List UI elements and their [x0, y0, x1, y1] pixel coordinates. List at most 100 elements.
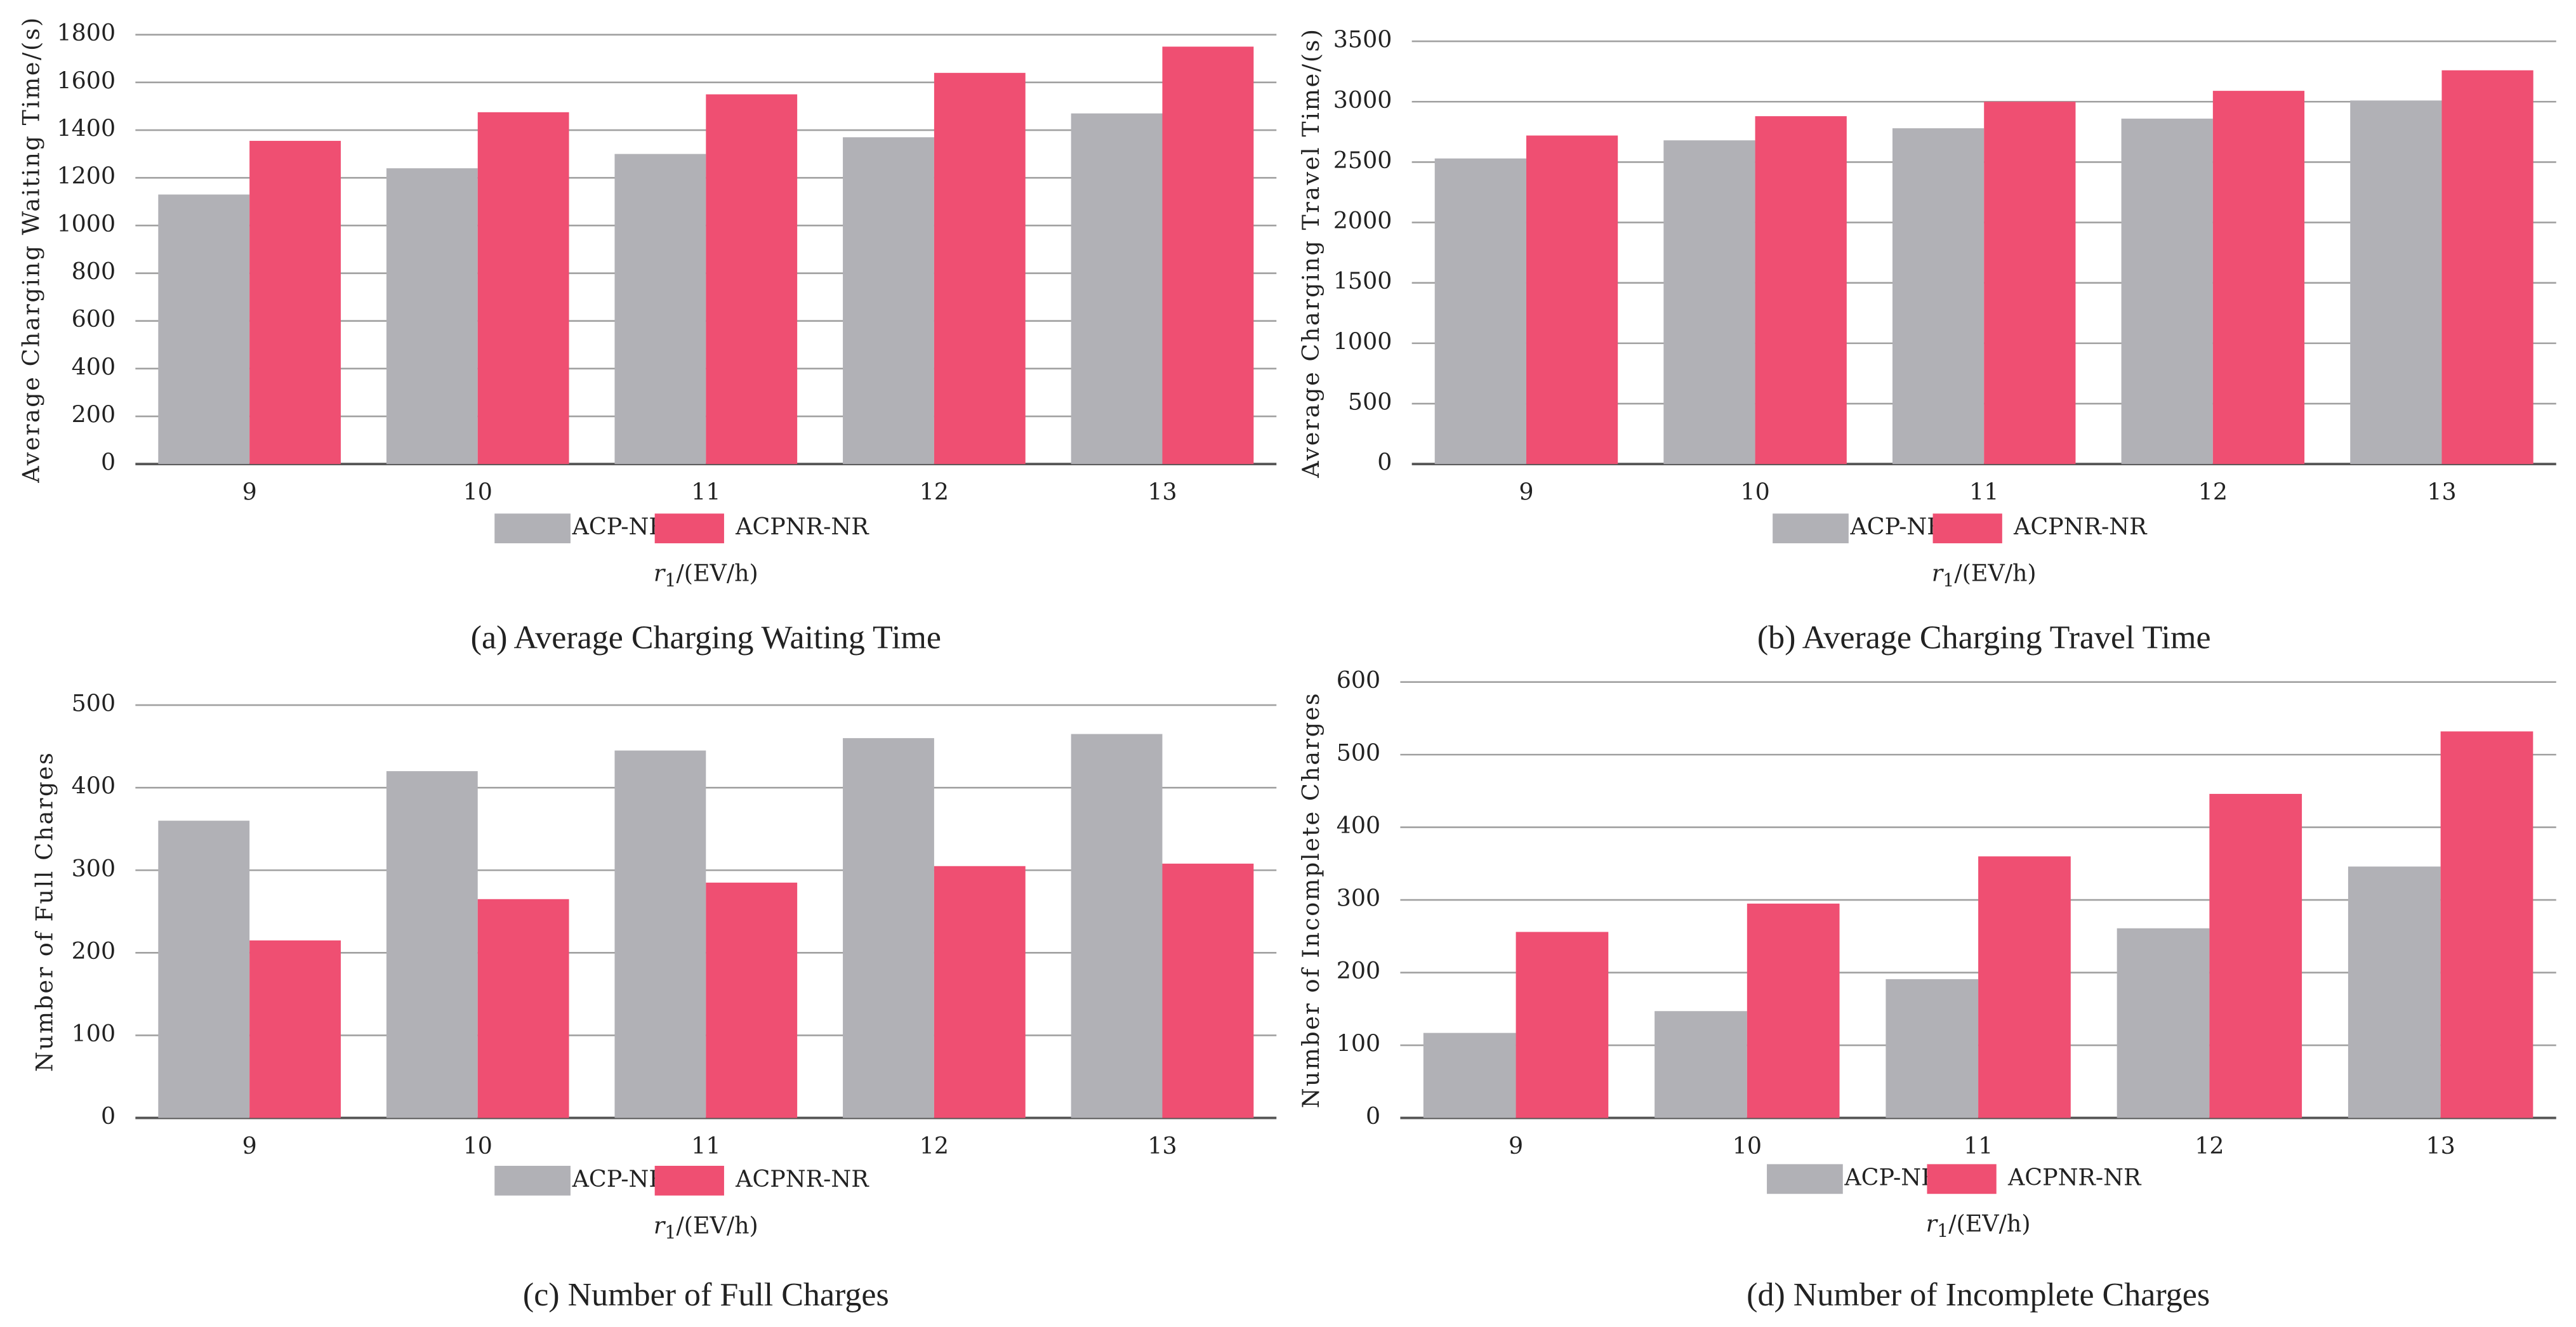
- x-label-subscript: 1: [1937, 1220, 1948, 1241]
- legend-label: ACPNR-NR: [735, 1165, 869, 1192]
- y-tick-label: 1600: [56, 67, 116, 94]
- legend-label: ACP-NR: [1849, 513, 1945, 540]
- bar: [386, 168, 478, 465]
- x-tick-label: 10: [463, 1132, 492, 1159]
- x-tick-label: 12: [2195, 1132, 2224, 1159]
- x-tick-label: 11: [1969, 479, 1998, 506]
- bar: [1978, 856, 2071, 1118]
- bar: [386, 771, 478, 1118]
- x-axis-label: r1/(EV/h): [654, 559, 758, 590]
- y-tick-label: 0: [1377, 449, 1392, 476]
- y-tick-label: 500: [1348, 388, 1392, 416]
- y-tick-label: 3500: [1333, 26, 1392, 53]
- x-tick-label: 13: [1147, 479, 1177, 506]
- x-tick-label: 11: [1964, 1132, 1993, 1159]
- y-tick-label: 1500: [1333, 267, 1392, 294]
- x-tick-label: 12: [920, 1132, 949, 1159]
- x-tick-label: 13: [2426, 1132, 2455, 1159]
- y-tick-label: 500: [72, 690, 116, 717]
- bar: [1423, 1033, 1516, 1118]
- x-tick-label: 9: [242, 479, 257, 506]
- bar: [934, 866, 1026, 1118]
- y-tick-label: 0: [1366, 1102, 1380, 1130]
- x-tick-label: 9: [1509, 1132, 1523, 1159]
- x-tick-label: 11: [691, 1132, 720, 1159]
- bar: [2121, 118, 2213, 465]
- legend-swatch: [494, 513, 571, 544]
- x-tick-label: 12: [2198, 479, 2228, 506]
- x-tick-label: 13: [1147, 1132, 1177, 1159]
- y-tick-label: 2500: [1333, 147, 1392, 174]
- x-label-unit: /(EV/h): [676, 1211, 758, 1239]
- x-label-unit: /(EV/h): [676, 559, 758, 586]
- y-tick-label: 200: [72, 401, 116, 428]
- x-tick-label: 10: [1740, 479, 1769, 506]
- bar: [934, 72, 1026, 465]
- x-tick-label: 11: [691, 479, 720, 506]
- x-tick-label: 10: [463, 479, 492, 506]
- x-label-subscript: 1: [1943, 569, 1954, 590]
- y-tick-label: 3000: [1333, 86, 1392, 114]
- x-label-symbol: r: [1932, 559, 1945, 586]
- bar: [2440, 731, 2533, 1118]
- y-tick-label: 400: [1337, 812, 1381, 839]
- y-tick-label: 100: [1337, 1030, 1381, 1057]
- y-tick-label: 400: [72, 353, 116, 380]
- x-tick-label: 12: [920, 479, 949, 506]
- bar: [249, 140, 341, 465]
- bar: [1755, 116, 1847, 465]
- bar: [706, 94, 798, 465]
- chart-caption: (b) Average Charging Travel Time: [1757, 620, 2211, 656]
- y-tick-label: 1800: [56, 19, 116, 46]
- legend-label: ACP-NR: [1844, 1163, 1939, 1191]
- x-label-unit: /(EV/h): [1954, 559, 2036, 586]
- legend-label: ACPNR-NR: [2013, 513, 2148, 540]
- y-tick-label: 0: [101, 1102, 116, 1130]
- bar: [1886, 979, 1979, 1118]
- x-tick-label: 9: [1519, 479, 1533, 506]
- y-tick-label: 2000: [1333, 207, 1392, 234]
- legend-swatch: [654, 1166, 724, 1196]
- bar: [477, 899, 569, 1118]
- bar: [1071, 734, 1163, 1118]
- y-axis-label: Number of Full Charges: [30, 751, 58, 1072]
- bar: [614, 154, 706, 465]
- x-label-unit: /(EV/h): [1948, 1210, 2030, 1237]
- x-label-symbol: r: [1926, 1210, 1939, 1237]
- y-tick-label: 400: [72, 772, 116, 800]
- bar: [1162, 863, 1254, 1118]
- x-axis-label: r1/(EV/h): [1926, 1210, 2031, 1241]
- y-axis-label: Average Charging Waiting Time/(s): [18, 16, 45, 484]
- y-tick-label: 1400: [56, 115, 116, 142]
- bar: [1984, 102, 2076, 465]
- bar: [2441, 70, 2533, 465]
- y-tick-label: 1000: [56, 210, 116, 237]
- legend-swatch: [1927, 1164, 1997, 1194]
- x-axis-label: r1/(EV/h): [654, 1211, 758, 1243]
- y-tick-label: 600: [1337, 666, 1381, 694]
- y-tick-label: 800: [72, 258, 116, 285]
- chart-caption: (c) Number of Full Charges: [523, 1277, 889, 1313]
- bar: [2348, 866, 2441, 1118]
- x-tick-label: 10: [1733, 1132, 1762, 1159]
- chart-caption: (d) Number of Incomplete Charges: [1747, 1277, 2210, 1313]
- y-tick-label: 100: [72, 1020, 116, 1047]
- bar: [706, 882, 798, 1118]
- bar: [1663, 140, 1755, 465]
- bar: [2350, 100, 2442, 465]
- bar: [614, 750, 706, 1118]
- bar: [2212, 91, 2305, 465]
- x-tick-label: 9: [242, 1132, 257, 1159]
- bar: [1516, 932, 1609, 1118]
- chart-caption: (a) Average Charging Waiting Time: [471, 620, 941, 656]
- bar: [158, 821, 250, 1118]
- y-tick-label: 500: [1337, 739, 1381, 767]
- y-tick-label: 0: [101, 449, 116, 476]
- legend-label: ACP-NR: [572, 513, 668, 540]
- legend-label: ACP-NR: [572, 1165, 668, 1192]
- bar: [2117, 928, 2210, 1118]
- x-label-symbol: r: [654, 559, 666, 586]
- legend-swatch: [1767, 1164, 1843, 1194]
- y-tick-label: 300: [1337, 885, 1381, 912]
